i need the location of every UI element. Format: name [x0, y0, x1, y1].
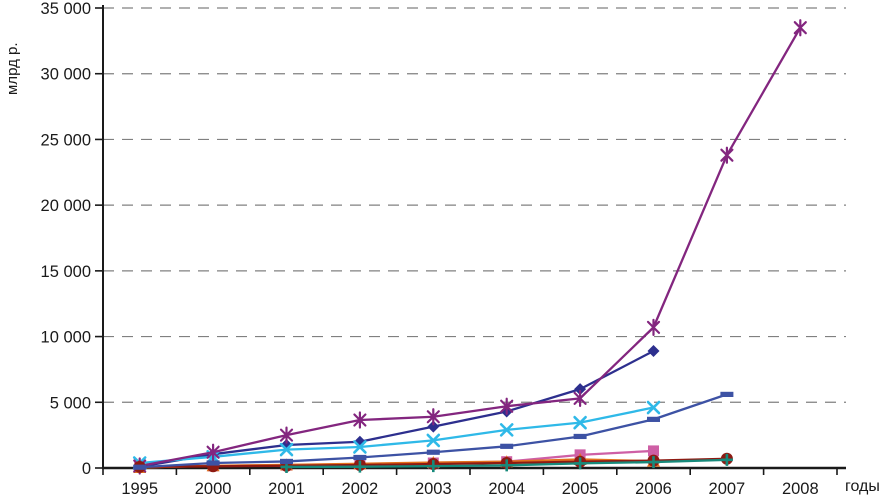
x-tick-label: 2000: [195, 480, 232, 498]
marker-dash-blue: [647, 416, 660, 422]
marker-x-cyan: [646, 400, 661, 415]
marker-diamond-navy: [427, 420, 440, 433]
y-tick-label: 15 000: [41, 263, 91, 281]
y-tick-label: 20 000: [41, 197, 91, 215]
y-tick-label: 10 000: [41, 329, 91, 347]
marker-x-cyan: [573, 415, 587, 430]
y-tick-label: 30 000: [41, 66, 91, 84]
marker-x-cyan: [426, 433, 441, 448]
marker-asterisk-purple: [426, 408, 440, 426]
series-line-asterisk-purple: [139, 27, 802, 468]
marker-asterisk-purple: [500, 397, 514, 415]
y-axis-title: млрд р.: [4, 42, 21, 96]
y-tick-label: 0: [82, 460, 91, 478]
marker-plus-teal: [720, 453, 733, 466]
marker-diamond-navy: [647, 345, 660, 358]
y-tick-label: 5 000: [50, 394, 91, 412]
marker-asterisk-purple: [646, 318, 661, 336]
x-tick-label: 2008: [782, 480, 819, 498]
x-tick-label: 2001: [268, 480, 305, 498]
marker-diamond-navy: [574, 383, 587, 396]
marker-x-cyan: [499, 423, 514, 437]
x-tick-label: 2003: [415, 480, 452, 498]
marker-dash-blue: [206, 460, 220, 466]
marker-dash-blue: [280, 458, 293, 465]
y-tick-label: 35 000: [41, 0, 91, 18]
x-tick-label: 2005: [562, 480, 599, 498]
marker-asterisk-purple: [793, 19, 807, 37]
series-line-diamond-navy: [139, 350, 655, 468]
marker-dash-blue: [573, 433, 587, 440]
marker-plus-teal: [500, 459, 513, 472]
marker-asterisk-purple: [720, 146, 734, 164]
marker-dash-blue: [500, 443, 514, 449]
marker-dash-blue: [133, 464, 147, 470]
marker-asterisk-purple: [573, 389, 587, 407]
series-line-x-cyan: [139, 406, 654, 465]
x-tick-label: 2004: [488, 480, 525, 498]
marker-plus-teal: [427, 460, 440, 473]
marker-asterisk-purple: [206, 443, 220, 461]
marker-plus-teal: [574, 457, 587, 470]
marker-dash-blue: [426, 449, 440, 455]
marker-x-cyan: [279, 442, 294, 457]
marker-plus-teal: [353, 460, 366, 473]
marker-x-cyan: [353, 440, 367, 454]
x-tick-label: 2002: [342, 480, 379, 498]
marker-dash-blue: [353, 454, 367, 461]
x-tick-label: 2006: [635, 480, 672, 498]
y-tick-label: 25 000: [41, 131, 91, 149]
marker-asterisk-purple: [353, 411, 367, 429]
x-axis-title: годы: [845, 478, 880, 495]
x-tick-label: 2007: [709, 480, 746, 498]
marker-square-pink: [648, 445, 659, 457]
marker-asterisk-purple: [279, 426, 294, 444]
marker-dash-blue: [720, 391, 734, 397]
x-tick-label: 1995: [121, 480, 158, 498]
marker-plus-teal: [647, 456, 660, 469]
